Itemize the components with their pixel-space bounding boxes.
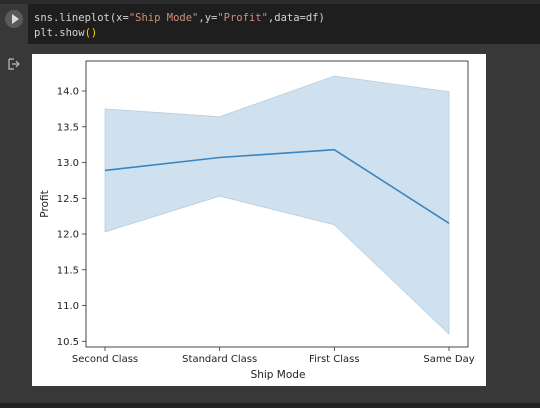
play-icon [11,14,19,24]
y-tick-label: 13.5 [57,122,79,133]
y-tick-label: 11.0 [57,301,79,312]
cell-top-border [0,0,540,4]
y-axis-label: Profit [39,190,51,217]
cell-bottom-border [0,403,540,408]
x-axis: Second Class Standard Class First Class Sam… [72,347,475,365]
cell-output: 10.5 11.0 11.5 12.0 12.5 13.0 13.5 14.0 Second … [32,54,486,386]
y-axis: 10.5 11.0 11.5 12.0 12.5 13.0 13.5 14.0 [57,87,86,348]
output-arrow-icon[interactable] [8,58,20,70]
x-tick-label: Second Class [72,354,138,365]
series-line [104,148,450,224]
x-tick-label: Standard Class [182,354,257,365]
x-tick-label: Same Day [423,354,474,365]
x-axis-label: Ship Mode [251,369,306,381]
line-chart: 10.5 11.0 11.5 12.0 12.5 13.0 13.5 14.0 Second … [39,60,475,381]
plot-frame [85,60,469,348]
x-tick-label: First Class [309,354,360,365]
run-cell-button[interactable] [5,10,23,28]
y-tick-label: 13.0 [57,158,79,169]
code-editor[interactable]: sns.lineplot(x="Ship Mode",y="Profit",da… [28,4,540,44]
y-tick-label: 14.0 [57,87,79,98]
code-text: sns.lineplot(x="Ship Mode",y="Profit",da… [34,11,325,41]
confidence-band [104,75,450,336]
y-tick-label: 10.5 [57,337,79,348]
code-line-2: plt.show() [34,27,98,39]
y-tick-label: 11.5 [57,265,79,276]
code-line-1: sns.lineplot(x="Ship Mode",y="Profit",da… [34,12,325,24]
y-tick-label: 12.0 [57,230,79,241]
y-tick-label: 12.5 [57,194,79,205]
